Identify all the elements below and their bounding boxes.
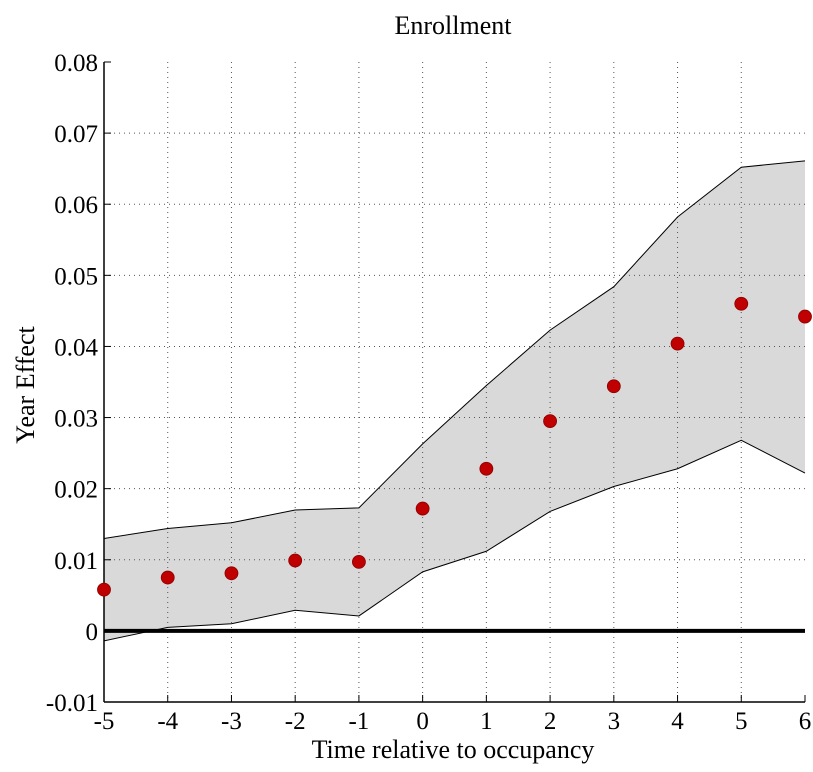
upper-bound-line: [103, 160, 806, 539]
plot-area: -5 -4 -3 -2 -1 0 1 2 3 4 5 6 -0.01 0 0.01 0.02 0.03 0.04 0…: [46, 50, 812, 735]
data-point: [606, 379, 621, 394]
data-point: [352, 555, 366, 569]
data-point: [97, 582, 111, 597]
y-tick-label: 0.07: [54, 121, 98, 148]
x-tick-label: -3: [221, 708, 242, 735]
y-tick-label: 0.08: [54, 50, 98, 77]
x-tick-label: -5: [94, 708, 115, 735]
x-tick-label: -1: [348, 708, 369, 735]
data-point: [288, 553, 303, 568]
y-tick-label: 0.06: [54, 192, 98, 219]
x-tick-label: 1: [480, 708, 493, 735]
x-tick-label: -2: [285, 708, 306, 735]
y-tick-label: 0.01: [54, 548, 98, 575]
y-tick-label: 0: [86, 619, 99, 646]
y-tick-label: 0.02: [54, 477, 98, 504]
x-tick-label: 5: [735, 708, 748, 735]
y-tick-label: 0.05: [54, 263, 98, 290]
y-tick-label: 0.03: [54, 406, 98, 433]
data-point: [479, 461, 494, 476]
confidence-band: [104, 160, 805, 641]
data-point: [415, 501, 430, 516]
x-tick-label: 2: [544, 708, 557, 735]
x-tick-label: 0: [416, 708, 429, 735]
data-point: [160, 570, 175, 585]
x-tick-label: 4: [671, 708, 684, 735]
data-point: [543, 414, 557, 429]
y-tick-label: 0.04: [54, 334, 98, 361]
x-tick-label: 6: [799, 708, 812, 735]
data-point: [734, 296, 749, 311]
y-tick-label: -0.01: [46, 690, 98, 717]
x-tick-label: 3: [608, 708, 621, 735]
y-axis-title: Year Effect: [11, 326, 40, 444]
data-point: [798, 309, 812, 324]
chart-title: Enrollment: [395, 11, 513, 40]
x-axis-title: Time relative to occupancy: [312, 735, 595, 764]
lower-bound-line: [103, 439, 806, 642]
data-point: [670, 336, 685, 351]
data-point: [224, 566, 239, 581]
x-tick-label: -4: [157, 708, 178, 735]
